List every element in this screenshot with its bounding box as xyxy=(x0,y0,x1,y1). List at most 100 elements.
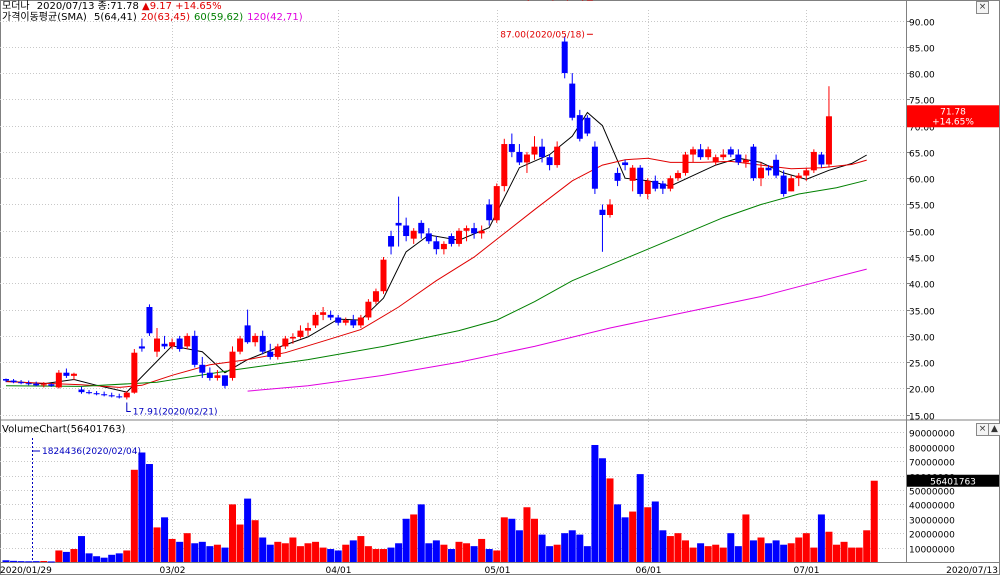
candle-body xyxy=(357,317,364,326)
volume-bar xyxy=(115,553,123,562)
candle-body xyxy=(546,157,553,166)
price-tick-label: 70.00 xyxy=(909,124,935,134)
high-annotation-label: 87.00(2020/05/18) xyxy=(500,30,585,40)
volume-bar xyxy=(855,547,863,562)
candle-body xyxy=(780,175,787,194)
candle-body xyxy=(471,228,478,234)
last-volume-value: 56401763 xyxy=(930,478,976,488)
candle-body xyxy=(312,314,319,326)
last-volume-box xyxy=(907,474,999,487)
candle-body xyxy=(161,343,168,347)
volume-bar xyxy=(312,541,320,562)
volume-bar xyxy=(598,458,606,562)
volume-low-label: 1824436(2020/02/04) xyxy=(42,447,141,457)
volume-bar xyxy=(2,560,10,562)
price-panel-close-button[interactable]: × xyxy=(976,1,989,14)
volume-bar xyxy=(153,527,161,562)
volume-bar xyxy=(470,546,478,562)
volume-bar xyxy=(100,557,108,562)
volume-bar xyxy=(614,504,622,562)
candle-body xyxy=(10,380,17,383)
candle-body xyxy=(191,335,198,365)
candle-body xyxy=(267,351,274,357)
candle-body xyxy=(244,325,251,343)
volume-bar xyxy=(296,546,304,562)
volume-bar xyxy=(833,544,840,562)
candle-body xyxy=(705,149,712,158)
candle-body xyxy=(448,236,455,244)
volume-bar xyxy=(825,531,833,562)
price-change: ▲9.17 +14.65% xyxy=(142,1,222,12)
candle-body xyxy=(206,372,213,378)
candle-body xyxy=(199,364,206,373)
volume-bar xyxy=(123,550,131,562)
candle-body xyxy=(750,146,757,179)
candle-body xyxy=(252,335,259,343)
candle-body xyxy=(644,180,651,194)
volume-bar xyxy=(568,530,576,562)
price-tick-label: 30.00 xyxy=(909,334,935,344)
volume-bar xyxy=(289,537,297,562)
volume-tick-label: 70000000 xyxy=(909,459,955,469)
candle-body xyxy=(788,178,795,192)
volume-bar xyxy=(229,504,236,562)
x-tick-label: 03/02 xyxy=(160,566,186,575)
candle-body xyxy=(659,183,666,189)
candle-body xyxy=(795,175,802,179)
volume-bar xyxy=(772,540,780,562)
candle-body xyxy=(531,146,538,155)
volume-bar xyxy=(25,561,33,563)
x-tick-label: 2020/07/13 xyxy=(946,566,998,575)
volume-bar xyxy=(606,478,614,562)
volume-bar xyxy=(342,544,350,562)
volume-bar xyxy=(372,549,380,562)
volume-panel-collapse-button[interactable]: ▲ xyxy=(988,423,1000,436)
volume-tick-label: 10000000 xyxy=(909,546,955,556)
volume-bar xyxy=(508,518,516,562)
volume-bar xyxy=(402,518,410,562)
volume-bar xyxy=(757,537,765,562)
candle-body xyxy=(803,170,810,176)
candle-body xyxy=(516,151,523,163)
candle-body xyxy=(418,222,425,234)
volume-bar xyxy=(327,549,335,562)
volume-bar xyxy=(357,536,365,562)
volume-bar xyxy=(734,546,742,562)
last-price-change: +14.65% xyxy=(932,117,974,127)
candle-body xyxy=(116,396,123,398)
candle-body xyxy=(463,228,470,231)
volume-bar xyxy=(191,543,199,562)
volume-bar xyxy=(651,501,659,562)
close-price: 종:71.78 xyxy=(97,1,139,12)
x-tick-label: 06/01 xyxy=(636,566,662,575)
volume-bar xyxy=(629,511,637,562)
volume-bar xyxy=(795,537,803,562)
volume-bar xyxy=(500,517,508,562)
volume-bar xyxy=(221,547,229,562)
candle-body xyxy=(237,338,244,352)
volume-bar xyxy=(78,536,85,562)
price-tick-label: 35.00 xyxy=(909,308,935,318)
candle-body xyxy=(501,144,508,187)
volume-bar xyxy=(440,544,448,562)
volume-bar xyxy=(251,520,259,562)
candle-body xyxy=(561,41,568,74)
volume-bar xyxy=(32,561,40,563)
volume-bar xyxy=(561,533,569,562)
candle-body xyxy=(259,335,266,352)
price-tick-label: 25.00 xyxy=(909,360,935,370)
volume-bar xyxy=(447,549,455,562)
candle-body xyxy=(486,204,493,221)
volume-bar xyxy=(515,530,523,562)
volume-bar xyxy=(817,514,825,562)
candle-body xyxy=(674,172,681,179)
volume-tick-label: 40000000 xyxy=(909,502,955,512)
volume-tick-label: 90000000 xyxy=(909,430,955,440)
ma-legend-item: 60(59,62) xyxy=(193,12,244,23)
candle-body xyxy=(735,154,742,163)
candle-body xyxy=(765,167,772,171)
candle-body xyxy=(584,117,591,134)
volume-bar xyxy=(697,543,705,562)
candle-body xyxy=(3,379,9,381)
